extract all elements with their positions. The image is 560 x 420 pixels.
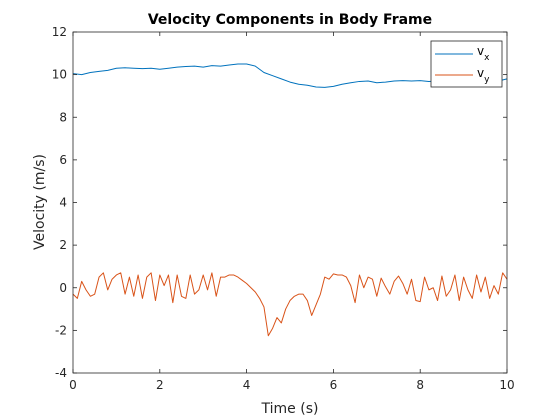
- x-tick-label: 6: [330, 378, 338, 392]
- x-tick-label: 8: [416, 378, 424, 392]
- x-tick-label: 4: [243, 378, 251, 392]
- y-tick-label: -4: [55, 366, 67, 380]
- y-tick-label: 10: [52, 68, 67, 82]
- y-tick-label: 6: [59, 153, 67, 167]
- y-tick-label: -2: [55, 323, 67, 337]
- legend-label-vy-subscript: y: [484, 75, 490, 85]
- legend: vx vy: [430, 40, 503, 88]
- plot-area: [73, 32, 507, 373]
- legend-label-vx-subscript: x: [484, 53, 490, 63]
- axes-box: [72, 31, 508, 374]
- x-tick-label: 0: [69, 378, 77, 392]
- y-tick-label: 4: [59, 196, 67, 210]
- series-line-vy: [72, 272, 508, 337]
- x-tick-label: 10: [499, 378, 514, 392]
- x-tick-label: 2: [156, 378, 164, 392]
- legend-label-vx-main: v: [477, 44, 484, 58]
- chart-title: Velocity Components in Body Frame: [148, 12, 432, 28]
- ticks-group: 0 2 4 6 8 10 -4 -2 0 2 4 6 8 10 12: [52, 25, 515, 392]
- legend-label-vy-main: v: [477, 66, 484, 80]
- y-tick-label: 8: [59, 110, 67, 124]
- y-axis-label: Velocity (m/s): [32, 154, 48, 250]
- legend-label-vx: vx: [477, 44, 490, 63]
- y-tick-label: 12: [52, 25, 67, 39]
- y-tick-label: 2: [59, 238, 67, 252]
- legend-label-vy: vy: [477, 66, 490, 85]
- legend-box: [430, 40, 503, 88]
- x-axis-label: Time (s): [261, 401, 319, 417]
- y-tick-label: 0: [59, 281, 67, 295]
